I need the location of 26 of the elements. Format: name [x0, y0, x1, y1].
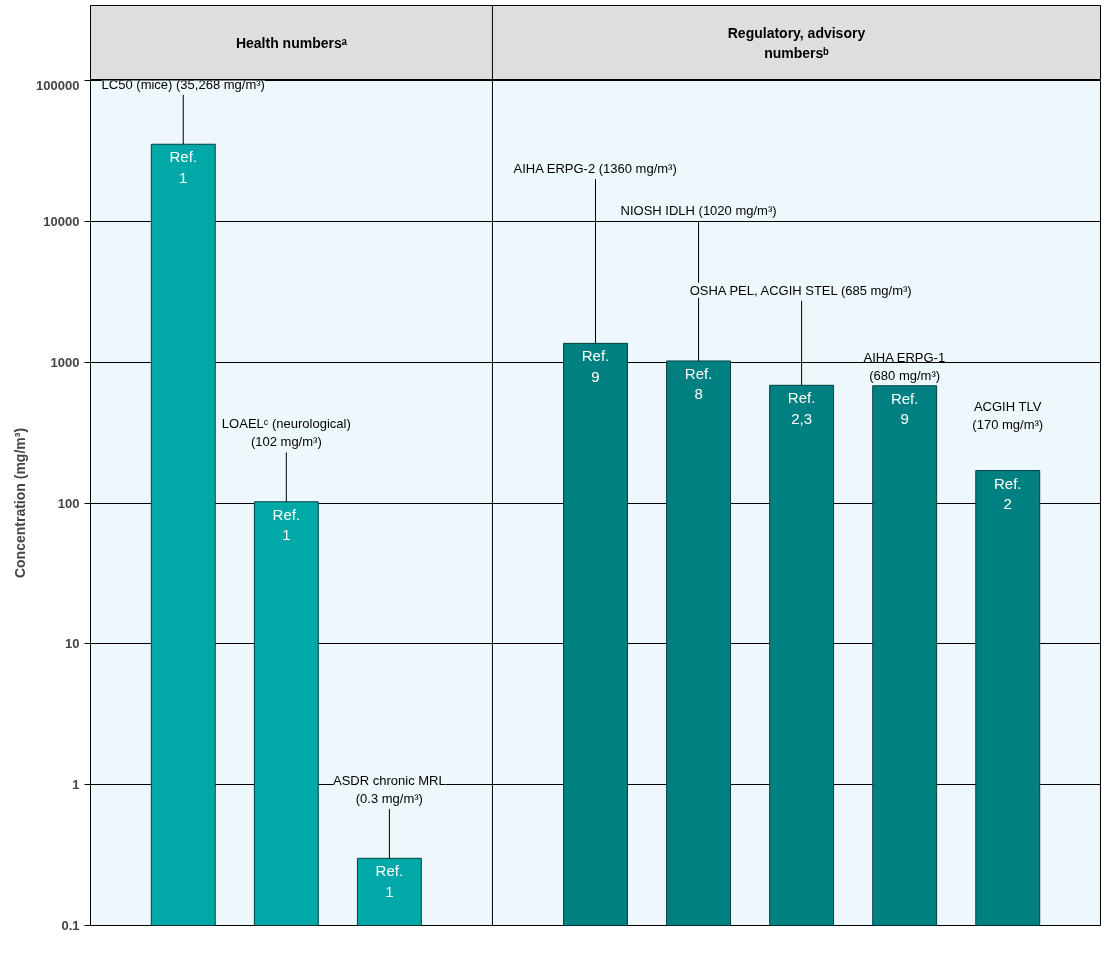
annotation: Ref. 9 — [581, 347, 610, 385]
data-label: NIOSH IDLH (1020 mg/m³) — [620, 203, 777, 219]
data-label: OSHA PEL, ACGIH STEL (685 mg/m³) — [689, 282, 912, 298]
y-tick-label: 10000 — [43, 213, 80, 229]
data-label: LC50 (mice) (35,268 mg/m³) — [101, 76, 265, 92]
data-label: AIHA ERPG-2 (1360 mg/m³) — [513, 161, 677, 177]
data-label: AIHA ERPG-1 (680 mg/m³) — [863, 349, 946, 383]
y-tick-label: 10 — [65, 636, 80, 652]
annotation: Ref. 2 — [993, 474, 1022, 512]
annotation: Ref. 8 — [684, 364, 713, 403]
data-label: LOAELᶜ (neurological) (102 mg/m³) — [221, 416, 351, 450]
annotation: Ref. 1 — [169, 148, 198, 186]
data-label: ASDR chronic MRL (0.3 mg/m³) — [333, 773, 446, 807]
annotation: Ref. 1 — [375, 862, 404, 900]
y-tick-label: 100 — [57, 495, 80, 511]
annotation: Ref. 9 — [890, 389, 919, 428]
y-axis-title: Concentration (mg/m³) — [12, 427, 29, 579]
text: Regulatory, advisory numbersᵇ — [727, 25, 866, 61]
y-tick-label: 1000 — [50, 354, 80, 370]
y-tick-label: 1 — [72, 777, 80, 793]
y-tick-label: 0.1 — [61, 918, 80, 933]
annotation: Ref. 1 — [272, 505, 301, 544]
annotation: Ref. 2,3 — [787, 389, 816, 427]
text: Health numbersᵃ — [235, 35, 348, 51]
data-label: ACGIH TLV (170 mg/m³) — [972, 399, 1044, 433]
y-tick-label: 100000 — [36, 77, 80, 93]
